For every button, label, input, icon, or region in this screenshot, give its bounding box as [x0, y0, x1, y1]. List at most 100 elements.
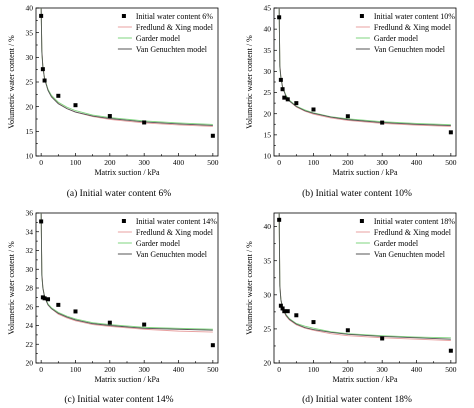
y-tick-label: 10 [264, 152, 272, 161]
x-tick-label: 400 [173, 158, 185, 167]
data-point [277, 15, 282, 20]
data-point [56, 93, 61, 98]
y-tick-label: 26 [26, 302, 34, 311]
legend-label-1: Fredlund & Xing model [136, 228, 214, 237]
data-point [210, 343, 215, 348]
x-tick-label: 0 [277, 158, 281, 167]
legend-marker-points [359, 219, 364, 223]
x-tick-label: 200 [342, 365, 354, 374]
y-tick-label: 30 [26, 265, 34, 274]
data-point [280, 306, 285, 311]
x-tick-label: 300 [139, 158, 151, 167]
x-tick-label: 100 [308, 365, 320, 374]
chart-panel-2: 0 100 200 300 400 500 10 15 20 25 30 35 40 45 Matrix s… [245, 4, 457, 199]
legend-label-points: Initial water content 10% [374, 12, 455, 21]
chart-panel-1: 0 100 200 300 400 500 10 15 20 25 30 35 40 Matrix suc… [7, 4, 219, 199]
y-tick-label: 35 [264, 46, 272, 55]
x-axis-label: Matrix suction / kPa [332, 168, 398, 177]
legend-label-3: Van Genuchten model [374, 250, 446, 259]
x-tick-label: 500 [207, 365, 219, 374]
x-tick-label: 500 [445, 365, 457, 374]
y-tick-label: 30 [264, 67, 272, 76]
data-point [42, 78, 47, 83]
legend-marker-points [121, 14, 126, 18]
y-tick-label: 30 [264, 290, 272, 299]
data-point [210, 133, 215, 138]
y-tick-label: 40 [26, 4, 34, 13]
x-tick-label: 400 [411, 158, 423, 167]
x-tick-label: 500 [445, 158, 457, 167]
legend-label-points: Initial water content 18% [374, 217, 455, 226]
x-tick-label: 0 [39, 158, 43, 167]
x-tick-label: 0 [277, 365, 281, 374]
legend-label-2: Garder model [136, 34, 181, 43]
data-point [277, 217, 282, 222]
y-tick-label: 22 [26, 340, 34, 349]
data-point [107, 320, 112, 325]
data-point [285, 309, 290, 314]
data-point [311, 107, 316, 112]
data-point [311, 320, 316, 325]
y-tick-label: 24 [26, 321, 34, 330]
y-tick-label: 20 [264, 359, 272, 368]
data-point [278, 303, 283, 308]
data-point [142, 120, 147, 125]
x-tick-label: 100 [308, 158, 320, 167]
x-tick-label: 400 [411, 365, 423, 374]
data-point [448, 348, 453, 353]
y-tick-label: 30 [26, 53, 34, 62]
x-tick-label: 500 [207, 158, 219, 167]
legend-label-1: Fredlund & Xing model [374, 228, 452, 237]
x-tick-label: 300 [377, 365, 389, 374]
legend-label-points: Initial water content 14% [136, 217, 217, 226]
legend-marker-points [121, 219, 126, 223]
x-tick-label: 300 [377, 158, 389, 167]
y-tick-label: 35 [26, 28, 34, 37]
legend-label-3: Van Genuchten model [374, 45, 446, 54]
x-tick-label: 200 [104, 365, 116, 374]
y-tick-label: 15 [26, 127, 34, 136]
x-tick-label: 100 [70, 158, 82, 167]
chart-panel-4: 0 100 200 300 400 500 20 25 30 35 40 Matrix suction… [245, 212, 457, 405]
panel-caption: (b) Initial water content 10% [302, 188, 412, 199]
y-tick-label: 20 [264, 109, 272, 118]
x-tick-label: 200 [342, 158, 354, 167]
data-point [380, 336, 385, 341]
y-axis-label: Volumetric water content / % [245, 241, 254, 335]
legend-label-2: Garder model [374, 34, 419, 43]
x-tick-label: 100 [70, 365, 82, 374]
panel-caption: (a) Initial water content 6% [67, 188, 172, 199]
y-axis-label: Volumetric water content / % [7, 241, 16, 335]
legend-label-points: Initial water content 6% [136, 12, 213, 21]
data-point [282, 95, 287, 100]
y-tick-label: 28 [26, 284, 34, 293]
data-point [345, 114, 350, 119]
legend-label-1: Fredlund & Xing model [136, 23, 214, 32]
data-point [73, 309, 78, 314]
data-point [142, 322, 147, 327]
y-tick-label: 15 [264, 130, 272, 139]
data-point [294, 101, 299, 106]
data-point [73, 103, 78, 108]
legend-label-3: Van Genuchten model [136, 250, 208, 259]
data-point [107, 114, 112, 119]
legend-label-2: Garder model [374, 239, 419, 248]
chart-panel-3: 0 100 200 300 400 500 20 22 24 26 28 30 32 34 36 Matrix… [7, 209, 219, 405]
y-tick-label: 45 [264, 4, 272, 13]
y-tick-label: 25 [264, 325, 272, 334]
y-tick-label: 25 [264, 88, 272, 97]
y-axis-label: Volumetric water content / % [7, 35, 16, 129]
data-point [56, 302, 61, 307]
y-tick-label: 25 [26, 78, 34, 87]
y-tick-label: 20 [26, 102, 34, 111]
legend-label-3: Van Genuchten model [136, 45, 208, 54]
data-point [40, 67, 45, 72]
y-axis-label: Volumetric water content / % [245, 35, 254, 129]
x-tick-label: 200 [104, 158, 116, 167]
x-axis-label: Matrix suction / kPa [94, 375, 160, 384]
data-point [380, 120, 385, 125]
x-tick-label: 0 [39, 365, 43, 374]
x-axis-label: Matrix suction / kPa [332, 375, 398, 384]
y-tick-label: 20 [26, 359, 34, 368]
